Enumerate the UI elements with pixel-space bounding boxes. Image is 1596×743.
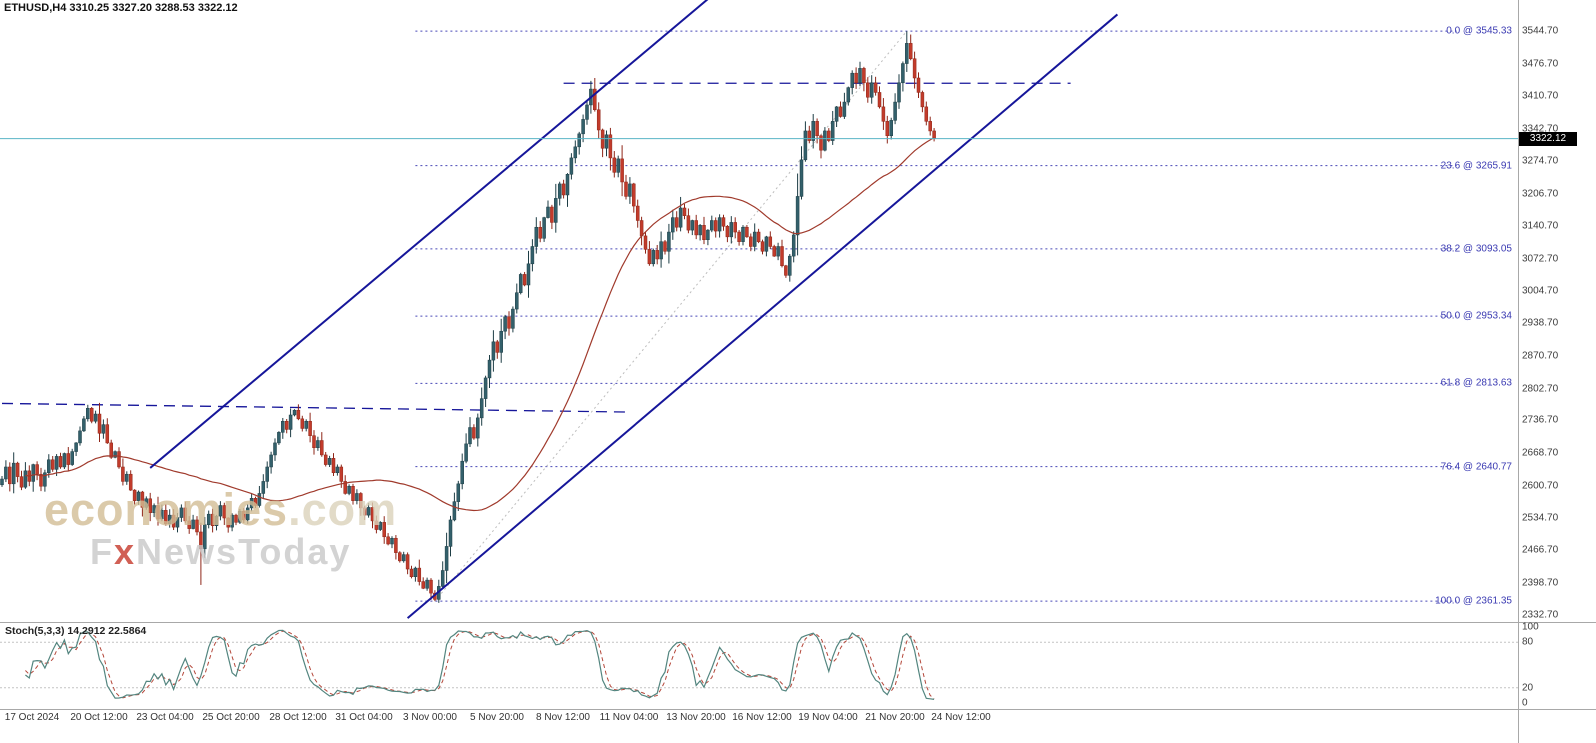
fib-level-label: 23.6 @ 3265.91 — [1440, 160, 1512, 172]
price-axis-label: 2398.70 — [1522, 577, 1559, 589]
time-axis-label: 16 Nov 12:00 — [732, 712, 792, 723]
price-axis-label: 2736.70 — [1522, 414, 1559, 426]
stoch-axis-label: 20 — [1522, 682, 1534, 694]
time-axis-label: 21 Nov 20:00 — [865, 712, 925, 723]
price-axis-label: 2466.70 — [1522, 544, 1559, 556]
stoch-indicator-label: Stoch(5,3,3) 14.2912 22.5864 — [5, 625, 147, 637]
stoch-axis[interactable]: 100 80 20 0 — [1522, 0, 1594, 743]
time-axis-label: 31 Oct 04:00 — [335, 712, 393, 723]
time-axis-label: 19 Nov 04:00 — [798, 712, 858, 723]
price-axis-label: 2802.70 — [1522, 383, 1559, 395]
price-axis-label: 3072.70 — [1522, 253, 1559, 265]
time-axis-label: 20 Oct 12:00 — [70, 712, 128, 723]
price-axis-label: 3140.70 — [1522, 220, 1559, 232]
fib-level-label: 0.0 @ 3545.33 — [1446, 25, 1512, 37]
time-axis-label: 13 Nov 20:00 — [666, 712, 726, 723]
fib-labels: 0.0 @ 3545.33 23.6 @ 3265.91 38.2 @ 3093.0… — [1292, 0, 1512, 622]
price-axis-label: 2668.70 — [1522, 447, 1559, 459]
stoch-axis-label: 80 — [1522, 636, 1534, 648]
fib-level-label: 61.8 @ 2813.63 — [1440, 377, 1512, 389]
price-axis-label: 2332.70 — [1522, 609, 1559, 621]
price-axis-label: 3342.70 — [1522, 123, 1559, 135]
time-axis-label: 24 Nov 12:00 — [931, 712, 991, 723]
price-axis-label: 3274.70 — [1522, 155, 1559, 167]
time-axis-label: 3 Nov 00:00 — [403, 712, 457, 723]
price-axis[interactable]: 3544.70 3476.70 3410.70 3342.70 3274.70 3206.… — [1522, 0, 1594, 622]
price-axis-label: 2870.70 — [1522, 350, 1559, 362]
time-axis-label: 11 Nov 04:00 — [599, 712, 659, 723]
current-price-tag: 3322.12 — [1519, 131, 1577, 146]
time-axis-label: 17 Oct 2024 — [4, 712, 60, 723]
time-axis-label: 8 Nov 12:00 — [536, 712, 590, 723]
price-axis-label: 2938.70 — [1522, 317, 1559, 329]
fib-level-label: 76.4 @ 2640.77 — [1440, 461, 1512, 473]
price-axis-label: 3544.70 — [1522, 25, 1559, 37]
stoch-axis-label: 100 — [1522, 621, 1539, 633]
fib-level-label: 38.2 @ 3093.05 — [1440, 243, 1512, 255]
price-axis-label: 3410.70 — [1522, 90, 1559, 102]
price-axis-label: 3476.70 — [1522, 58, 1559, 70]
time-axis[interactable]: 17 Oct 2024 20 Oct 12:00 23 Oct 04:00 25 Oc… — [0, 711, 1596, 729]
time-axis-label: 23 Oct 04:00 — [136, 712, 194, 723]
time-axis-label: 5 Nov 20:00 — [470, 712, 524, 723]
time-axis-label: 28 Oct 12:00 — [269, 712, 327, 723]
fib-level-label: 50.0 @ 2953.34 — [1440, 310, 1512, 322]
price-axis-label: 2534.70 — [1522, 512, 1559, 524]
price-axis-label: 3206.70 — [1522, 188, 1559, 200]
price-axis-label: 2600.70 — [1522, 480, 1559, 492]
stoch-axis-label: 0 — [1522, 697, 1528, 709]
fib-level-label: 100.0 @ 2361.35 — [1435, 595, 1512, 607]
chart-title-ohlc: ETHUSD,H4 3310.25 3327.20 3288.53 3322.1… — [4, 2, 238, 14]
time-axis-label: 25 Oct 20:00 — [202, 712, 260, 723]
price-axis-label: 3004.70 — [1522, 285, 1559, 297]
